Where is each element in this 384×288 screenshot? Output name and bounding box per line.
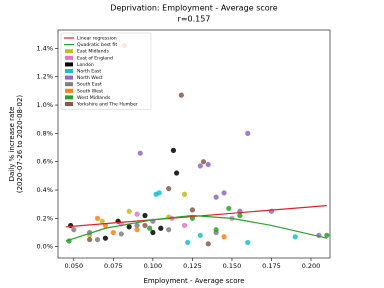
point: [158, 225, 164, 231]
point: [221, 234, 227, 240]
point: [170, 147, 177, 153]
legend-swatch: [65, 102, 73, 106]
y-tick-label: 1.2%: [36, 73, 53, 81]
y-tick-label: 0.0%: [36, 243, 53, 251]
y-tick-label: 0.8%: [36, 129, 53, 137]
point: [68, 222, 74, 229]
x-axis-label: Employment - Average score: [143, 277, 244, 285]
legend-label: South East: [77, 82, 102, 88]
legend-label: North East: [77, 69, 101, 75]
point: [226, 205, 232, 212]
legend-label: Yorkshire and The Humber: [76, 102, 138, 108]
point: [213, 194, 219, 200]
legend-label: North West: [77, 75, 103, 81]
x-tick-label: 0.125: [183, 262, 202, 270]
x-tick-label: 0.175: [262, 262, 281, 270]
y-tick-label: 1.4%: [36, 44, 53, 52]
point: [324, 232, 330, 238]
point: [94, 215, 101, 221]
legend-label: London: [77, 62, 94, 68]
legend-swatch: [65, 62, 73, 67]
legend-swatch: [65, 55, 73, 60]
point: [150, 229, 156, 236]
y-tick-label: 0.4%: [36, 186, 53, 194]
legend-label: South West: [77, 88, 103, 94]
x-tick-label: 0.100: [144, 262, 163, 270]
point: [178, 92, 184, 98]
point: [189, 207, 196, 213]
point: [245, 239, 251, 246]
point: [134, 222, 140, 229]
point: [197, 232, 203, 238]
point: [181, 222, 188, 229]
y-axis-label: (2020-07-26 to 2020-08-02): [16, 95, 24, 194]
point: [174, 170, 180, 176]
point: [134, 211, 140, 217]
point: [221, 190, 227, 196]
legend-label: Quadratic best fit: [77, 42, 117, 48]
point: [181, 191, 188, 197]
point: [213, 227, 219, 233]
point: [71, 227, 77, 233]
point: [87, 236, 93, 243]
point: [142, 222, 148, 229]
point: [156, 190, 162, 196]
point: [94, 236, 101, 243]
point: [237, 212, 243, 219]
legend-label: West Midlands: [77, 95, 111, 101]
legend-swatch: [65, 88, 73, 93]
legend-swatch: [65, 69, 73, 73]
point: [99, 218, 105, 224]
x-tick-label: 0.200: [302, 262, 321, 270]
legend-label: East of England: [77, 55, 113, 61]
legend-swatch: [65, 95, 73, 100]
legend-label: East Midlands: [77, 49, 109, 55]
fit-line: [65, 214, 327, 242]
point: [245, 130, 251, 136]
point: [147, 225, 153, 231]
x-tick-label: 0.150: [223, 262, 242, 270]
point: [137, 150, 143, 156]
point: [134, 227, 140, 233]
point: [292, 234, 298, 240]
point: [142, 212, 148, 219]
legend-swatch: [65, 82, 73, 87]
y-axis-label: Daily % increase rate: [8, 107, 16, 182]
y-tick-label: 0.6%: [36, 158, 53, 166]
point: [126, 208, 132, 214]
point: [110, 229, 116, 236]
point: [118, 231, 124, 237]
point: [200, 159, 207, 165]
legend-box: [60, 32, 152, 110]
x-tick-label: 0.050: [65, 262, 84, 270]
y-tick-label: 0.2%: [36, 214, 53, 222]
x-tick-label: 0.075: [104, 262, 123, 270]
legend-swatch: [65, 49, 73, 54]
y-tick-label: 1.0%: [36, 101, 53, 109]
point: [102, 235, 109, 241]
point: [166, 186, 172, 192]
legend-label: Linear regression: [77, 36, 117, 42]
point: [205, 161, 211, 168]
legend-swatch: [65, 75, 73, 80]
chart-subtitle: r=0.157: [178, 15, 211, 24]
point: [166, 227, 172, 233]
point: [126, 224, 132, 230]
chart-title: Deprivation: Employment - Average score: [110, 4, 278, 13]
point: [205, 241, 211, 247]
point: [197, 163, 203, 169]
plot-frame: [57, 29, 331, 259]
point: [185, 239, 191, 246]
